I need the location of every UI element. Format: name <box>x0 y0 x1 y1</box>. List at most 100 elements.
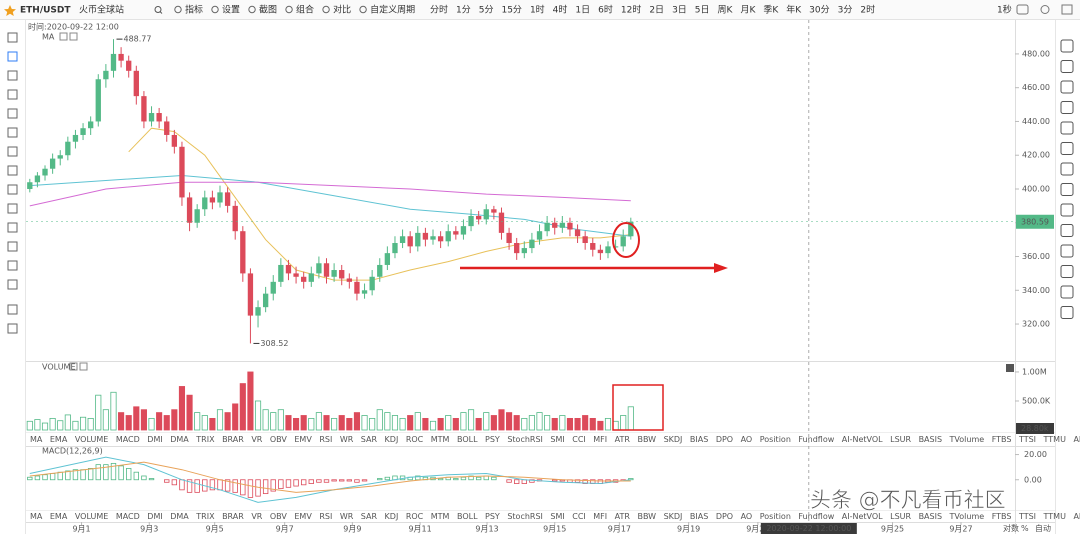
period-item[interactable]: 4时 <box>553 4 568 16</box>
indicator-tab[interactable]: EMA <box>50 435 68 444</box>
tool-icon[interactable] <box>7 222 18 233</box>
interval-right[interactable]: 1秒 <box>997 4 1012 16</box>
sidebar-icon[interactable] <box>1060 224 1074 237</box>
search-icon[interactable] <box>159 11 163 14</box>
toolbar-item[interactable]: 对比 <box>333 4 351 16</box>
period-item[interactable]: 分时 <box>430 4 448 16</box>
indicator-tab[interactable]: DMA <box>170 435 189 444</box>
period-item[interactable]: 季K <box>763 4 779 16</box>
indicator-tab[interactable]: TRIX <box>195 512 215 521</box>
sidebar-icon[interactable] <box>1060 80 1074 94</box>
indicator-tab[interactable]: DMI <box>147 512 162 521</box>
indicator-tab[interactable]: OBV <box>270 512 288 521</box>
tool-icon[interactable] <box>7 260 18 271</box>
period-item[interactable]: 周K <box>718 5 734 16</box>
indicator-tab[interactable]: DMA <box>170 512 189 521</box>
camera-icon[interactable] <box>1016 4 1029 15</box>
indicator-tab[interactable]: VOLUME <box>75 512 109 521</box>
indicator-tab[interactable]: PSY <box>485 435 500 444</box>
sidebar-icon[interactable] <box>1060 306 1074 319</box>
period-item[interactable]: 3日 <box>672 5 687 16</box>
settings-icon[interactable] <box>1040 5 1050 14</box>
indicator-tab[interactable]: TTSI <box>1018 512 1036 521</box>
indicator-tab[interactable]: SKDJ <box>664 512 683 521</box>
indicator-tab[interactable]: MTM <box>431 512 450 521</box>
period-item[interactable]: 30分 <box>809 5 829 16</box>
indicator-tab[interactable]: WR <box>340 512 354 521</box>
tool-icon[interactable] <box>7 203 18 214</box>
sidebar-icon[interactable] <box>1060 142 1074 155</box>
indicator-tab[interactable]: AI-NetVOL <box>842 512 883 521</box>
indicator-tab[interactable]: BOLL <box>457 512 478 521</box>
toolbar-item[interactable]: 组合 <box>296 4 314 16</box>
indicator-tab[interactable]: SMI <box>550 512 564 521</box>
indicator-tab[interactable]: EMV <box>294 512 312 521</box>
toolbar-item[interactable]: 指标 <box>185 4 203 16</box>
indicator-tab[interactable]: MFI <box>593 435 607 444</box>
indicator-tab[interactable]: BRAR <box>222 512 244 521</box>
axis-option[interactable]: 自动 <box>1035 523 1051 533</box>
indicator-tab[interactable]: TTSI <box>1018 435 1036 444</box>
period-item[interactable]: 2时 <box>860 4 875 16</box>
indicator-tab[interactable]: TVolume <box>949 512 985 521</box>
indicator-tab[interactable]: EMA <box>50 512 68 521</box>
indicator-tab[interactable]: AI-BSI <box>1073 435 1080 444</box>
sidebar-icon[interactable] <box>1060 265 1074 278</box>
tool-icon[interactable] <box>322 5 330 14</box>
sidebar-icon[interactable] <box>1060 203 1074 217</box>
indicator-tab[interactable]: AO <box>741 435 753 444</box>
indicator-tab[interactable]: VOLUME <box>75 435 109 444</box>
period-item[interactable]: 15分 <box>501 5 521 16</box>
tool-icon[interactable] <box>7 70 18 81</box>
indicator-tab[interactable]: SKDJ <box>664 435 683 444</box>
period-item[interactable]: 1日 <box>575 5 590 16</box>
sidebar-icon[interactable] <box>1060 285 1074 299</box>
toolbar-item[interactable]: 截图 <box>259 4 277 16</box>
period-item[interactable]: 5分 <box>479 5 494 16</box>
indicator-tab[interactable]: ATR <box>615 512 631 521</box>
favorite-star[interactable] <box>4 5 16 16</box>
axis-option[interactable]: % <box>1021 524 1029 533</box>
sidebar-icon[interactable] <box>1060 121 1074 135</box>
sidebar-icon[interactable] <box>1060 162 1074 176</box>
indicator-tab[interactable]: BBW <box>637 435 656 444</box>
sidebar-icon[interactable] <box>1060 60 1074 73</box>
period-item[interactable]: 1时 <box>530 4 545 16</box>
indicator-tab[interactable]: TVolume <box>949 435 985 444</box>
period-item[interactable]: 2日 <box>649 5 664 16</box>
indicator-tab[interactable]: Fundflow <box>798 512 834 521</box>
indicator-tab[interactable]: BRAR <box>222 435 244 444</box>
indicator-tab[interactable]: MACD <box>116 512 140 521</box>
toolbar-item[interactable]: 自定义周期 <box>370 4 415 16</box>
indicator-tab[interactable]: SAR <box>361 435 378 444</box>
indicator-tab[interactable]: KDJ <box>385 435 399 444</box>
indicator-tab[interactable]: Fundflow <box>798 435 834 444</box>
indicator-tab[interactable]: FTBS <box>992 435 1012 444</box>
tool-icon[interactable] <box>7 323 18 334</box>
tool-icon[interactable] <box>7 304 18 315</box>
indicator-tab[interactable]: FTBS <box>992 512 1012 521</box>
period-item[interactable]: 月K <box>740 5 756 16</box>
tool-icon[interactable] <box>7 32 18 43</box>
indicator-tab[interactable]: AO <box>741 512 753 521</box>
indicator-tab[interactable]: AI-NetVOL <box>842 435 883 444</box>
indicator-tab[interactable]: TRIX <box>195 435 215 444</box>
indicator-tab[interactable]: StochRSI <box>507 512 543 521</box>
tool-icon[interactable] <box>7 108 18 119</box>
indicator-tab[interactable]: BASIS <box>919 435 942 444</box>
indicator-tab[interactable]: ATR <box>615 435 631 444</box>
indicator-tab[interactable]: KDJ <box>385 512 399 521</box>
indicator-tab[interactable]: RSI <box>319 512 332 521</box>
indicator-tab[interactable]: EMV <box>294 435 312 444</box>
sidebar-icon[interactable] <box>1060 244 1074 258</box>
toolbar-item[interactable]: 设置 <box>222 5 240 16</box>
indicator-tab[interactable]: MA <box>30 435 43 444</box>
indicator-tab[interactable]: OBV <box>270 435 288 444</box>
indicator-tab[interactable]: MTM <box>431 435 450 444</box>
tool-icon[interactable] <box>7 89 18 100</box>
indicator-tab[interactable]: Position <box>760 512 791 521</box>
sidebar-icon[interactable] <box>1060 39 1074 53</box>
indicator-tab[interactable]: WR <box>340 435 354 444</box>
indicator-tab[interactable]: TTMU <box>1043 512 1067 521</box>
indicator-tab[interactable]: BOLL <box>457 435 478 444</box>
